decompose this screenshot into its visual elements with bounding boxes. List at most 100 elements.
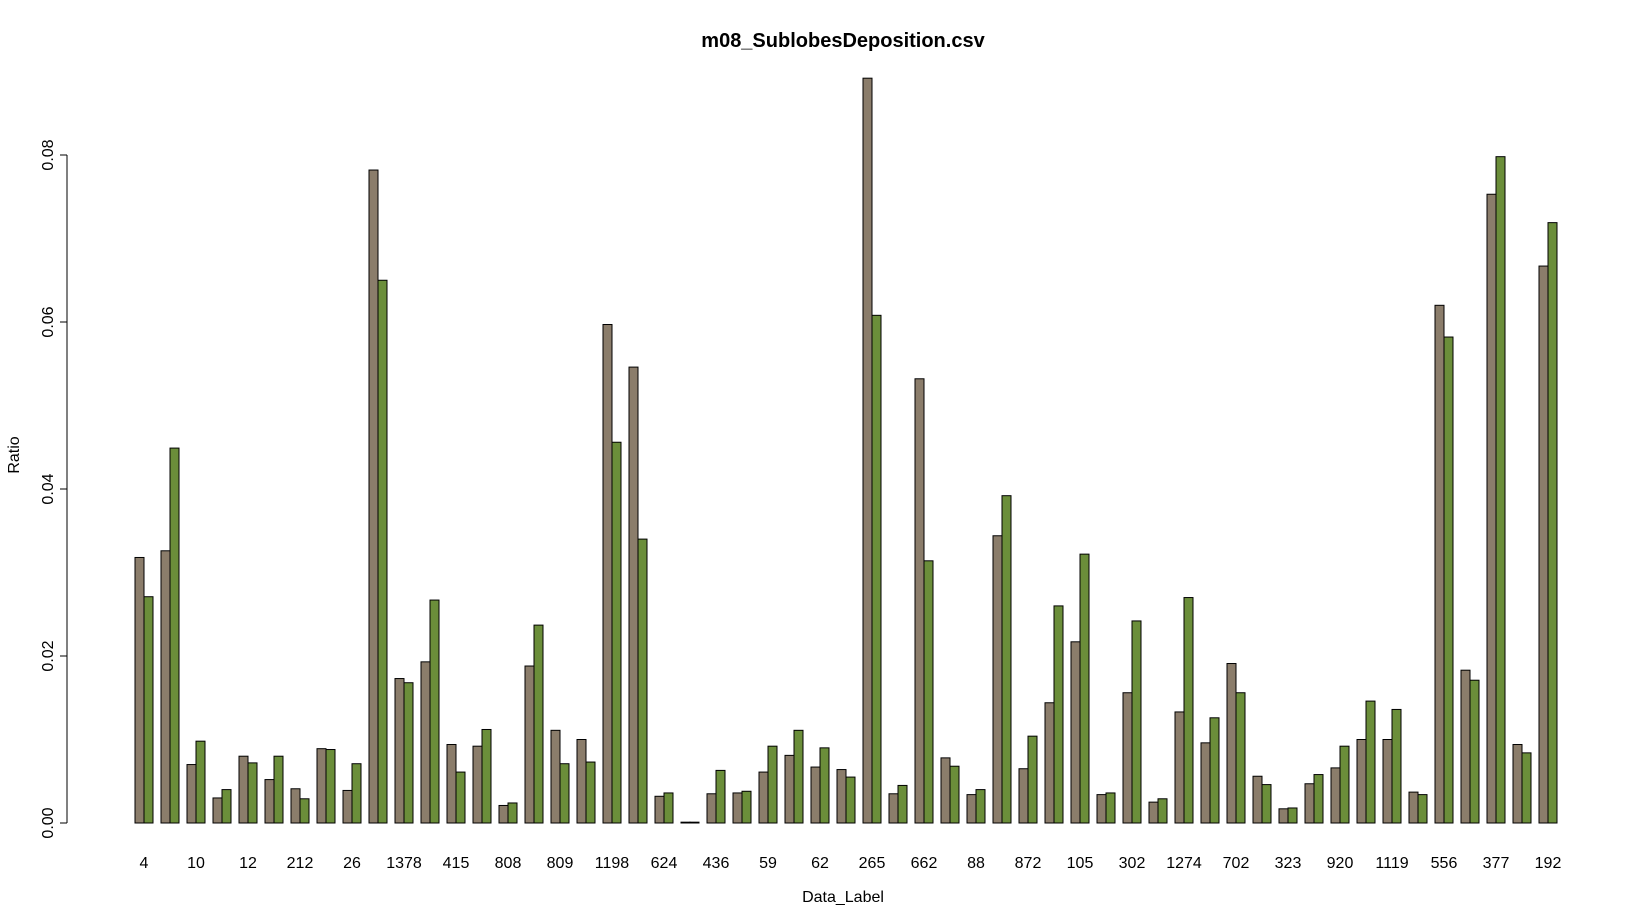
bar-series-1 bbox=[654, 795, 665, 824]
bar-series-2 bbox=[1521, 752, 1532, 824]
bar-series-2 bbox=[1469, 679, 1480, 824]
bar-series-2 bbox=[1209, 717, 1220, 824]
bar-series-2 bbox=[767, 745, 778, 824]
bar-series-1 bbox=[602, 324, 613, 824]
bar-series-2 bbox=[325, 749, 336, 824]
bar-series-1 bbox=[992, 535, 1003, 824]
bar-series-2 bbox=[923, 560, 934, 824]
x-tick-label: 1119 bbox=[1375, 855, 1408, 872]
bar-series-2 bbox=[1131, 620, 1142, 824]
x-tick-label: 105 bbox=[1067, 855, 1094, 872]
bar-series-1 bbox=[264, 779, 275, 824]
bar-series-2 bbox=[1287, 807, 1298, 824]
bar-series-2 bbox=[845, 776, 856, 824]
x-tick-label: 62 bbox=[811, 855, 829, 872]
bar-series-1 bbox=[290, 788, 301, 824]
bar-series-2 bbox=[741, 790, 752, 824]
bar-series-2 bbox=[1391, 708, 1402, 824]
bar-series-2 bbox=[403, 682, 414, 824]
x-tick-label: 1198 bbox=[595, 855, 630, 872]
bar-series-2 bbox=[715, 769, 726, 824]
bar-series-2 bbox=[1417, 794, 1428, 824]
bar-series-1 bbox=[498, 804, 509, 824]
bar-series-1 bbox=[160, 550, 171, 824]
bar-series-2 bbox=[611, 441, 622, 824]
bar-series-2 bbox=[793, 729, 804, 824]
y-tick-label: 0.00 bbox=[40, 807, 57, 838]
bar-series-1 bbox=[394, 678, 405, 824]
x-tick-label: 872 bbox=[1015, 855, 1042, 872]
bar-series-1 bbox=[472, 745, 483, 824]
y-tick-label: 0.02 bbox=[40, 640, 57, 671]
bar-series-1 bbox=[1460, 669, 1471, 824]
bar-series-1 bbox=[550, 729, 561, 824]
bar-series-1 bbox=[966, 794, 977, 824]
bar-series-2 bbox=[585, 761, 596, 824]
bar-series-2 bbox=[871, 314, 882, 824]
bar-series-1 bbox=[758, 771, 769, 824]
bar-series-1 bbox=[1330, 767, 1341, 824]
bar-series-1 bbox=[1486, 193, 1497, 824]
bar-series-1 bbox=[862, 77, 873, 824]
x-tick-label: 920 bbox=[1327, 855, 1354, 872]
bar-series-1 bbox=[914, 378, 925, 824]
x-tick-label: 323 bbox=[1275, 855, 1302, 872]
y-axis: 0.00 0.02 0.04 0.06 0.08 bbox=[40, 139, 68, 839]
bar-series-2 bbox=[1547, 222, 1558, 824]
bar-series-1 bbox=[810, 766, 821, 824]
bar-series-1 bbox=[1252, 775, 1263, 824]
bar-series-2 bbox=[1313, 774, 1324, 824]
x-tick-label: 624 bbox=[651, 855, 678, 872]
y-tick-label: 0.04 bbox=[40, 473, 57, 504]
x-tick-label: 192 bbox=[1535, 855, 1562, 872]
bar-series-2 bbox=[377, 279, 388, 824]
bar-series-1 bbox=[1538, 265, 1549, 824]
bar-series-1 bbox=[1226, 663, 1237, 824]
bar-series-2 bbox=[273, 755, 284, 824]
bar-series-2 bbox=[1235, 692, 1246, 824]
bar-series-2 bbox=[299, 798, 310, 824]
bar-series-1 bbox=[316, 748, 327, 824]
bar-series-1 bbox=[680, 821, 691, 824]
x-tick-label: 436 bbox=[703, 855, 730, 872]
x-tick-label: 1274 bbox=[1166, 855, 1202, 872]
bar-series-2 bbox=[1079, 553, 1090, 824]
bar-series-2 bbox=[1183, 597, 1194, 824]
bar-series-2 bbox=[533, 624, 544, 824]
bar-series-1 bbox=[628, 366, 639, 824]
x-tick-label: 1378 bbox=[386, 855, 422, 872]
bar-series-1 bbox=[1096, 794, 1107, 824]
x-tick-label: 265 bbox=[859, 855, 886, 872]
bar-series-1 bbox=[940, 757, 951, 824]
bar-series-1 bbox=[342, 789, 353, 824]
bar-series-1 bbox=[1122, 692, 1133, 824]
bar-series-1 bbox=[524, 665, 535, 824]
bar-series-2 bbox=[1443, 336, 1454, 824]
x-tick-label: 808 bbox=[495, 855, 522, 872]
bar-series-1 bbox=[1382, 739, 1393, 824]
bar-series-2 bbox=[559, 763, 570, 824]
x-tick-label: 809 bbox=[547, 855, 574, 872]
bar-series-2 bbox=[663, 792, 674, 824]
y-axis-label: Ratio bbox=[6, 436, 23, 473]
bars-group bbox=[134, 77, 1558, 824]
x-tick-label: 415 bbox=[443, 855, 470, 872]
bar-series-1 bbox=[1434, 304, 1445, 824]
x-tick-label: 556 bbox=[1431, 855, 1458, 872]
x-axis-label: Data_Label bbox=[802, 889, 884, 906]
bar-series-2 bbox=[689, 821, 700, 824]
x-tick-label: 377 bbox=[1483, 855, 1510, 872]
bar-series-1 bbox=[368, 169, 379, 824]
bar-series-2 bbox=[169, 447, 180, 824]
bar-series-2 bbox=[1001, 495, 1012, 824]
bar-series-2 bbox=[1157, 798, 1168, 824]
x-tick-label: 26 bbox=[343, 855, 361, 872]
bar-series-2 bbox=[637, 538, 648, 824]
x-tick-label: 4 bbox=[140, 855, 149, 872]
bar-series-1 bbox=[784, 754, 795, 824]
bar-series-1 bbox=[836, 769, 847, 824]
bar-series-1 bbox=[134, 556, 145, 824]
bar-series-2 bbox=[1053, 605, 1064, 824]
